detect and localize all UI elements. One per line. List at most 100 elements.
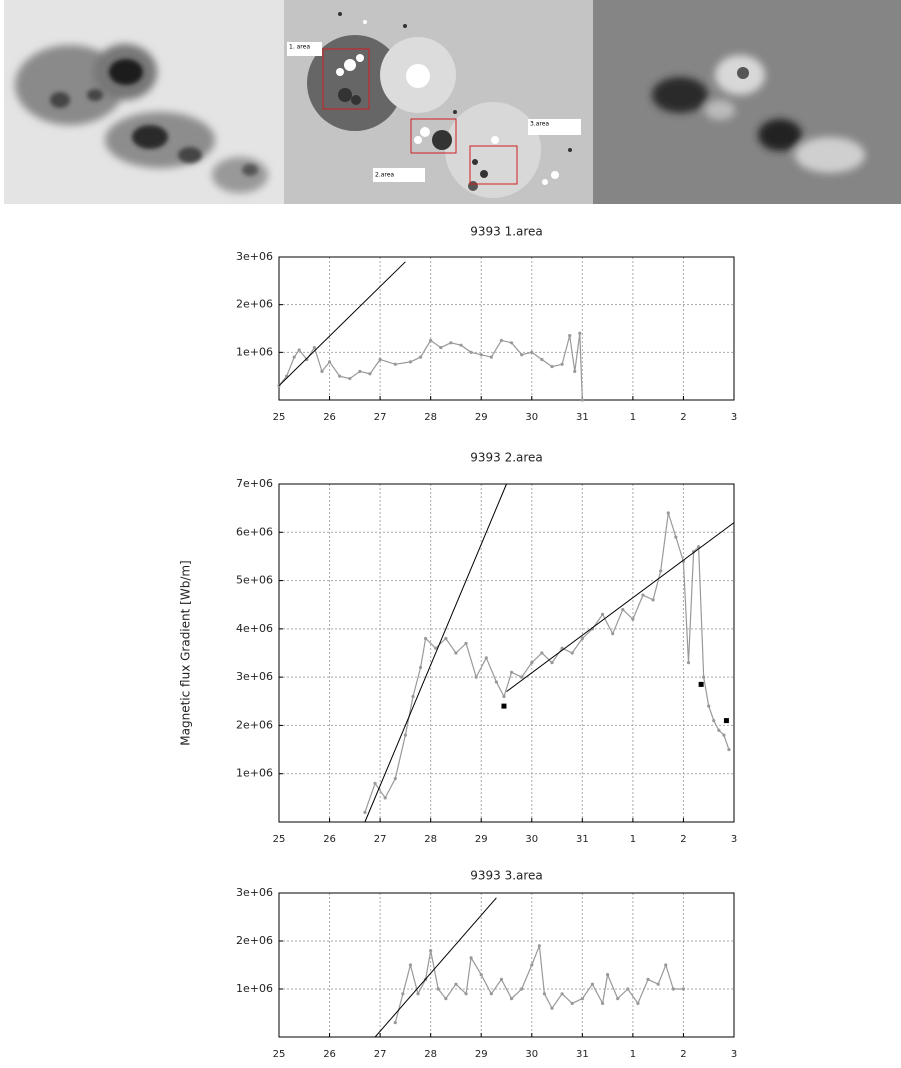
data-point xyxy=(671,987,675,991)
data-point xyxy=(393,776,397,781)
data-point xyxy=(659,569,663,573)
data-point xyxy=(484,656,488,660)
x-tick-label: 25 xyxy=(273,412,286,423)
plot-frame xyxy=(278,256,735,401)
x-tick-label: 27 xyxy=(374,412,387,423)
x-tick-label: 3 xyxy=(731,412,737,423)
data-point xyxy=(636,1001,640,1006)
x-tick-label: 25 xyxy=(273,1049,286,1060)
data-point xyxy=(459,343,463,347)
x-tick-label: 31 xyxy=(576,834,589,845)
data-point xyxy=(434,646,438,650)
data-point xyxy=(408,360,413,364)
x-tick-label: 27 xyxy=(374,1049,387,1060)
y-tick-label: 2e+06 xyxy=(236,298,273,311)
x-tick-label: 1 xyxy=(630,1049,636,1060)
data-point xyxy=(494,680,498,684)
data-point xyxy=(560,646,564,650)
data-point xyxy=(606,973,610,977)
data-point xyxy=(580,997,584,1001)
data-point xyxy=(464,992,468,996)
data-point xyxy=(479,973,483,977)
data-point xyxy=(674,535,678,539)
data-point xyxy=(411,694,415,699)
data-point xyxy=(570,1001,574,1006)
data-point xyxy=(621,607,625,612)
marker xyxy=(501,703,507,709)
data-line xyxy=(394,945,684,1023)
x-tick-label: 29 xyxy=(475,412,488,423)
data-line xyxy=(364,512,730,813)
y-tick-label: 2e+06 xyxy=(236,934,273,947)
data-point xyxy=(489,992,493,996)
magnetogram-image xyxy=(593,0,901,204)
data-point xyxy=(550,661,554,665)
x-tick-label: 1 xyxy=(630,834,636,845)
data-point xyxy=(439,345,443,350)
x-tick-label: 30 xyxy=(525,1049,538,1060)
y-tick-label: 2e+06 xyxy=(236,718,273,731)
y-tick-label: 6e+06 xyxy=(236,525,273,538)
chart-title: 9393 2.area xyxy=(470,451,543,465)
x-tick-label: 3 xyxy=(731,1049,737,1060)
data-point xyxy=(418,665,423,670)
data-point xyxy=(540,357,544,362)
data-point xyxy=(358,369,362,373)
data-point xyxy=(722,733,726,737)
data-point xyxy=(626,987,630,991)
x-tick-label: 1 xyxy=(630,412,636,423)
x-tick-label: 28 xyxy=(424,834,437,845)
data-point xyxy=(499,977,504,982)
data-point xyxy=(509,341,514,345)
x-tick-label: 26 xyxy=(323,834,336,845)
data-point xyxy=(570,651,574,655)
data-point xyxy=(656,982,660,986)
data-point xyxy=(489,355,493,359)
data-point xyxy=(573,369,577,373)
data-point xyxy=(666,511,670,515)
data-point xyxy=(312,345,316,350)
data-point xyxy=(327,360,332,364)
data-point xyxy=(454,982,458,986)
data-point xyxy=(373,781,377,785)
data-point xyxy=(580,398,584,402)
y-tick-label: 4e+06 xyxy=(236,622,273,635)
marker xyxy=(698,681,704,687)
data-point xyxy=(320,369,324,373)
data-point xyxy=(403,733,407,737)
data-point xyxy=(530,350,534,354)
y-tick-label: 3e+06 xyxy=(236,886,273,899)
y-tick-label: 1e+06 xyxy=(236,982,273,995)
x-tick-label: 29 xyxy=(475,834,488,845)
data-point xyxy=(560,992,564,996)
continuum-image xyxy=(4,0,284,204)
data-point xyxy=(499,338,504,343)
data-point xyxy=(429,949,433,953)
data-point xyxy=(537,944,541,948)
data-point xyxy=(418,355,423,359)
data-point xyxy=(712,719,716,723)
y-tick-label: 3e+06 xyxy=(236,250,273,263)
x-tick-label: 30 xyxy=(525,834,538,845)
x-tick-label: 30 xyxy=(525,412,538,423)
area-label: 1. area xyxy=(289,44,310,51)
data-point xyxy=(469,956,473,960)
marker xyxy=(723,718,729,724)
data-point xyxy=(383,796,387,800)
fit-line xyxy=(364,483,507,823)
fit-line xyxy=(374,897,497,1038)
x-tick-label: 31 xyxy=(576,412,589,423)
area-label: 3.area xyxy=(530,121,549,128)
data-point xyxy=(560,362,564,366)
data-point xyxy=(542,992,547,996)
data-point xyxy=(540,651,544,655)
data-point xyxy=(590,982,595,986)
data-point xyxy=(401,992,405,996)
data-point xyxy=(292,355,296,359)
data-point xyxy=(651,598,655,602)
x-tick-label: 2 xyxy=(680,834,686,845)
data-point xyxy=(509,997,514,1001)
x-tick-label: 29 xyxy=(475,1049,488,1060)
